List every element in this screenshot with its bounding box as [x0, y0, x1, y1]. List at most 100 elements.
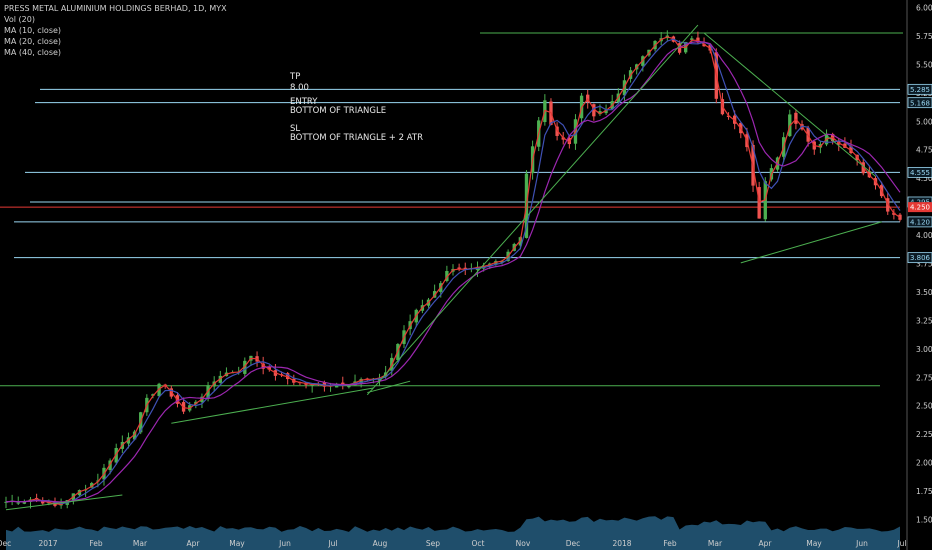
candle-body [861, 162, 865, 174]
y-tick-label: 6.000 [916, 4, 932, 13]
x-tick-label: Sep [426, 539, 440, 548]
note-entry-label[interactable]: ENTRY [290, 97, 318, 107]
ma40-line [5, 40, 901, 503]
price-tag-label: 4.555 [910, 169, 930, 177]
indicator-ma40[interactable]: MA (40, close) [4, 48, 62, 57]
y-tick-label: 3.750 [916, 260, 932, 269]
x-tick-label: May [229, 539, 245, 548]
candle-body [77, 490, 82, 496]
candle-body [463, 267, 467, 270]
x-tick-label: Dec [0, 539, 11, 548]
x-tick-label: Mar [708, 539, 723, 548]
y-tick-label: 2.750 [916, 373, 932, 382]
x-tick-label: Apr [187, 539, 201, 548]
trendlines[interactable] [5, 24, 882, 511]
candle-body [702, 44, 706, 47]
candle-body [285, 373, 290, 380]
ma20-line [5, 38, 901, 505]
x-tick-label: Oct [472, 539, 485, 548]
note-tp-value[interactable]: 8.00 [290, 83, 309, 93]
candle-body [16, 502, 20, 504]
x-tick-label: Jun [855, 539, 868, 548]
volume-fill [6, 516, 900, 550]
price-tag-box [907, 167, 932, 178]
note-entry-value[interactable]: BOTTOM OF TRIANGLE [290, 106, 387, 116]
note-tp-label[interactable]: TP [290, 72, 301, 82]
y-tick-label: 5.500 [916, 60, 932, 69]
chart-legend: PRESS METAL ALUMINIUM HOLDINGS BERHAD, 1… [4, 3, 227, 58]
candle-body [708, 44, 712, 51]
trendline [367, 380, 411, 394]
x-tick-label: Feb [663, 539, 677, 548]
x-tick-label: Mar [133, 539, 148, 548]
candle-body [157, 383, 161, 397]
trendline [703, 32, 876, 177]
ma10-line [5, 36, 901, 506]
candle-body [243, 360, 247, 374]
y-tick-label: 1.750 [916, 487, 932, 496]
candle-body [261, 363, 265, 369]
candle-body [41, 500, 45, 504]
trendline [5, 494, 123, 511]
price-tag-label: 3.806 [910, 254, 931, 262]
candle-body [849, 146, 853, 154]
candle-body [598, 111, 602, 115]
candle-body [604, 109, 608, 114]
x-tick-label: 2018 [612, 539, 631, 548]
trendline [740, 221, 882, 264]
x-tick-label: Aug [373, 539, 388, 548]
candle-body [132, 431, 137, 440]
note-sl-label[interactable]: SL [290, 124, 301, 134]
y-tick-label: 2.500 [916, 402, 932, 411]
price-tag-label: 4.250 [910, 204, 930, 212]
candle-body [90, 483, 94, 488]
candle-body [347, 384, 351, 388]
price-tag-label: 5.285 [910, 86, 930, 94]
note-sl-value[interactable]: BOTTOM OF TRIANGLE + 2 ATR [290, 133, 423, 143]
time-axis[interactable]: Dec 2017 Feb Mar Apr May Jun Jul Aug Sep Oct Nov Dec… [0, 539, 907, 548]
candle-body [690, 38, 694, 40]
chart-title: PRESS METAL ALUMINIUM HOLDINGS BERHAD, 1… [4, 4, 227, 13]
indicator-ma20[interactable]: MA (20, close) [4, 37, 62, 46]
x-tick-label: May [806, 539, 822, 548]
candle-body [500, 261, 504, 263]
y-tick-label: 1.500 [916, 516, 932, 525]
candle-body [4, 501, 8, 503]
candle-body [592, 104, 596, 117]
volume-area [6, 516, 900, 550]
candle-body [457, 267, 461, 270]
x-tick-label: Jul [327, 539, 337, 548]
y-tick-label: 2.000 [916, 459, 932, 468]
x-tick-label: Jul [896, 539, 906, 548]
x-tick-label: Jun [278, 539, 291, 548]
indicator-ma10[interactable]: MA (10, close) [4, 26, 62, 35]
trendline [366, 24, 699, 396]
y-tick-label: 3.000 [916, 345, 932, 354]
y-tick-label: 5.000 [916, 117, 932, 126]
trendline [171, 387, 374, 424]
y-tick-label: 2.250 [916, 430, 932, 439]
candle-body [445, 270, 449, 281]
price-tag-box [907, 216, 932, 228]
candle-body [151, 394, 155, 396]
candle-body [267, 366, 271, 370]
x-tick-label: Dec [566, 539, 581, 548]
price-tag-box [907, 252, 932, 264]
candle-body [359, 379, 363, 384]
x-tick-label: 2017 [38, 539, 57, 548]
moving-averages [5, 36, 901, 506]
x-tick-label: Nov [516, 539, 531, 548]
x-tick-label: Apr [759, 539, 773, 548]
indicator-volume[interactable]: Vol (20) [4, 15, 35, 24]
y-tick-label: 4.500 [916, 174, 932, 183]
candle-body [126, 437, 131, 444]
price-tag-box [907, 83, 932, 95]
price-tag-box [907, 97, 932, 109]
price-axis[interactable]: 6.0005.7505.5005.2505.0004.7504.5004.250… [916, 4, 932, 525]
y-tick-label: 4.750 [916, 146, 932, 155]
y-tick-label: 5.750 [916, 32, 932, 41]
y-tick-label: 3.250 [916, 316, 932, 325]
